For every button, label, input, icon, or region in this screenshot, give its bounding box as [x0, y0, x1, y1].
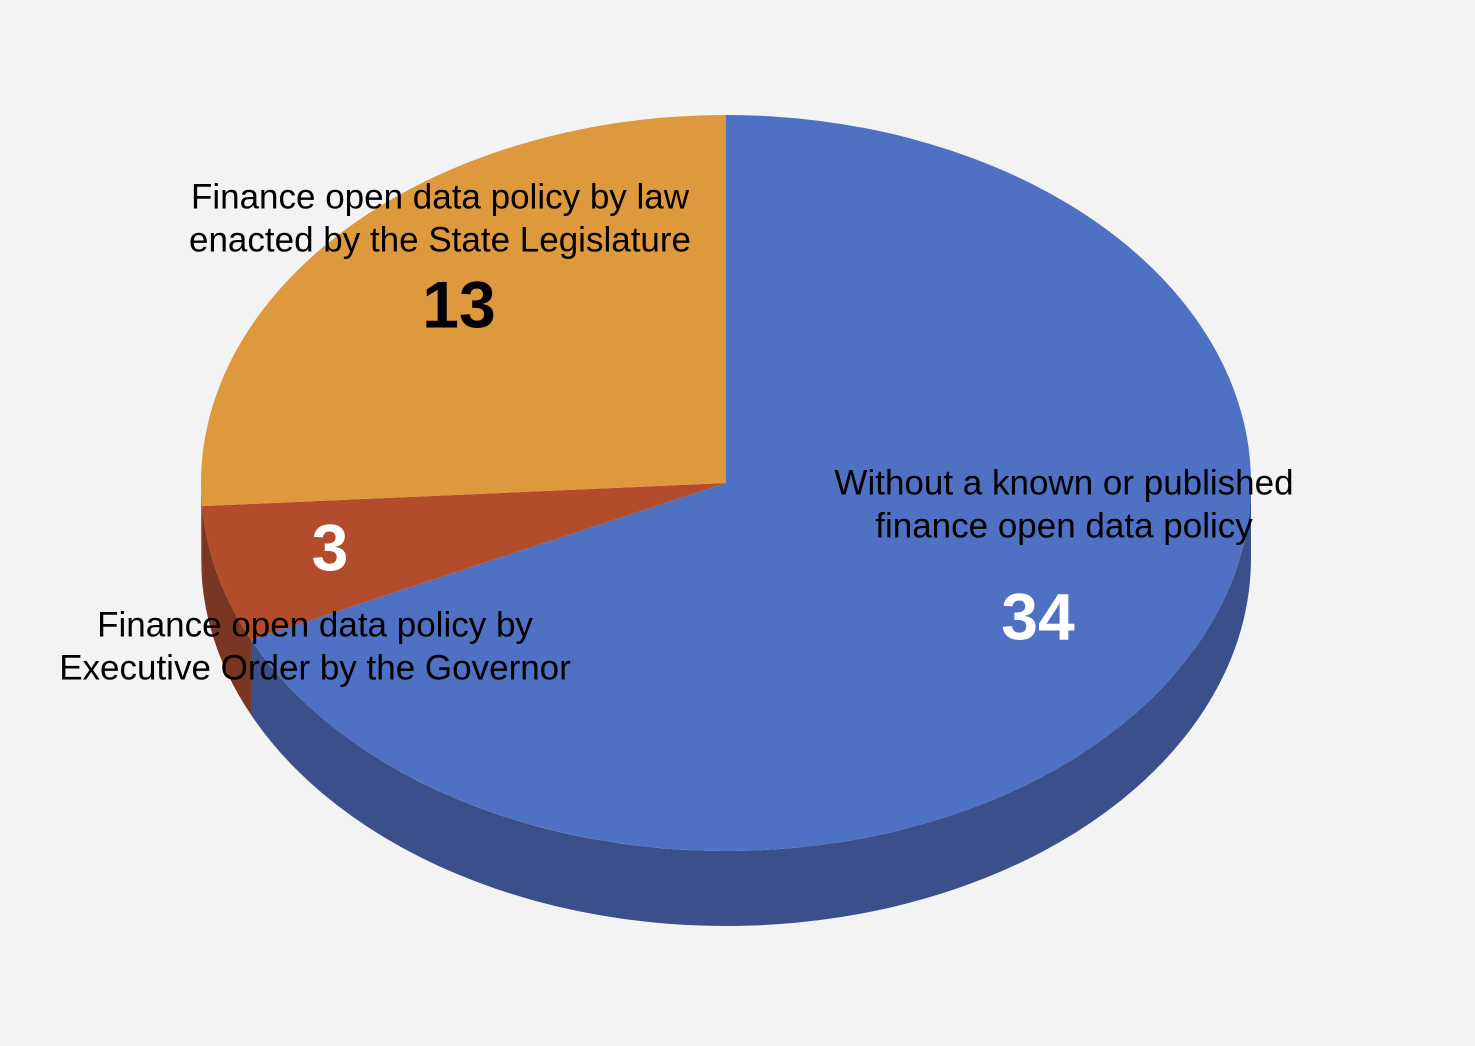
slice-category-label-line: Executive Order by the Governor [59, 648, 571, 687]
pie-slice [250, 115, 1251, 851]
slice-category-label: Without a known or published finance open… [834, 463, 1293, 545]
pie-category-labels: Without a known or published finance open… [59, 177, 1293, 687]
slice-value-label: 3 [312, 510, 349, 584]
pie-slices [201, 115, 1251, 851]
pie-slice [202, 483, 727, 640]
slice-category-label-line: enacted by the State Legislature [189, 220, 691, 259]
slice-category-label: Finance open data policy by law enacted b… [189, 177, 691, 259]
pie-slice-side [201, 483, 203, 582]
slice-category-label: Finance open data policy by Executive Ord… [59, 605, 571, 687]
pie-slice-side [250, 483, 1251, 926]
slice-category-label-line: Finance open data policy by [97, 605, 533, 644]
slice-category-label-line: Finance open data policy by law [191, 177, 690, 216]
pie-value-labels: 34 3 13 [312, 267, 1075, 653]
slice-value-label: 13 [422, 267, 495, 341]
slice-category-label-line: finance open data policy [875, 506, 1253, 545]
pie-slice [201, 115, 726, 507]
pie-slice-side [202, 506, 251, 715]
pie-side-walls [201, 483, 1251, 926]
slice-value-label: 34 [1001, 579, 1075, 653]
slice-category-label-line: Without a known or published [834, 463, 1293, 502]
